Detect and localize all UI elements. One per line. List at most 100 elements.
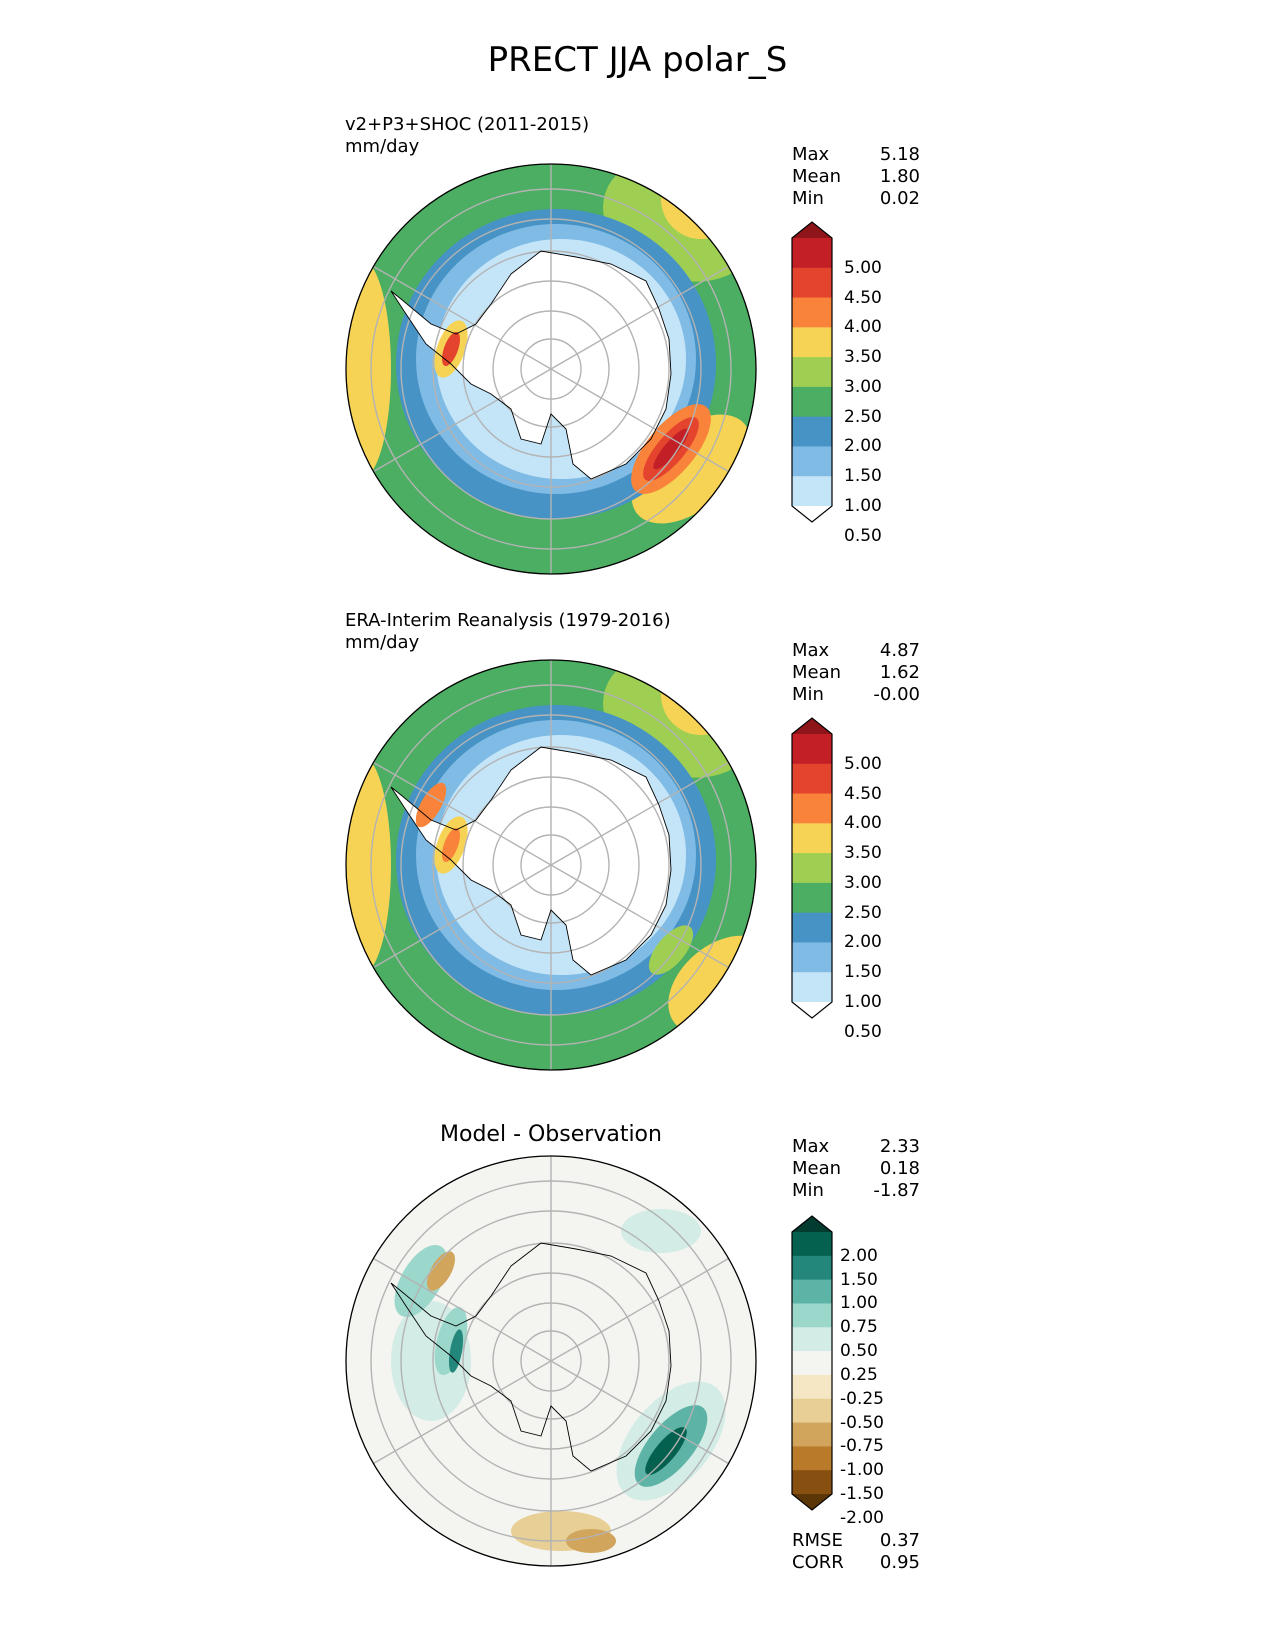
panel-1-title-line1: v2+P3+SHOC (2011-2015) (345, 114, 590, 135)
colorbar-segment (792, 1374, 832, 1400)
colorbar-segment (792, 1279, 832, 1304)
field-region (346, 259, 391, 479)
panel-2-title: ERA-Interim Reanalysis (1979-2016) mm/da… (345, 610, 671, 654)
colorbar-tick-label: 0.50 (840, 1341, 878, 1362)
colorbar-tick-label: 0.75 (840, 1317, 878, 1338)
panel-2-polar-map (345, 659, 757, 1071)
map-boundary (345, 659, 757, 1071)
stat-value: 1.62 (879, 662, 920, 683)
map-field (346, 164, 756, 574)
field-region (441, 827, 461, 863)
colorbar-segment (792, 1470, 832, 1495)
colorbar-tick-label: 4.00 (844, 813, 882, 834)
panel-2-colorbar (791, 717, 833, 1019)
field-region (415, 782, 447, 828)
colorbar-segment (792, 1351, 832, 1376)
colorbar-tick-label: 0.50 (844, 1021, 882, 1042)
field-region (566, 1529, 616, 1553)
stat-label: Mean (792, 1158, 842, 1179)
stat-label: Min (792, 684, 824, 705)
colorbar-segment (792, 327, 832, 358)
stat-value: 1.80 (879, 166, 920, 187)
field-region (441, 331, 461, 367)
field-region (661, 164, 741, 239)
colorbar-segment (792, 1422, 832, 1447)
corr-value: 0.95 (879, 1552, 920, 1573)
colorbar-segment (792, 1255, 832, 1281)
meridian-line (550, 265, 729, 370)
colorbar-tick-label: 4.50 (844, 783, 882, 804)
coastline (390, 746, 672, 976)
colorbar-outline (791, 221, 833, 523)
stat-value: 4.87 (879, 640, 920, 661)
meridian-line (373, 368, 552, 473)
colorbar-segment (792, 853, 832, 884)
colorbar-tick-label: 4.50 (844, 287, 882, 308)
field-region (346, 755, 391, 975)
colorbar-tick-label: 3.50 (844, 843, 882, 864)
colorbar-tick-label: 1.00 (840, 1293, 878, 1314)
colorbar-tick-label: -1.50 (840, 1484, 884, 1504)
colorbar-tick-label: 0.50 (844, 525, 882, 546)
colorbar-segment (792, 882, 832, 914)
colorbar-segment (792, 734, 832, 765)
panel-1-polar-map (345, 163, 757, 575)
colorbar-segment (792, 267, 832, 299)
rmse-value: 0.37 (879, 1530, 920, 1551)
meridian-line (373, 864, 552, 969)
colorbar-tick-label: -2.00 (840, 1507, 884, 1528)
colorbar-tick-label: 2.00 (840, 1245, 878, 1266)
colorbar-segment (792, 1232, 832, 1257)
stat-value: 5.18 (879, 144, 920, 165)
panel-2-stats: Max 4.87 Mean 1.62 Min -0.00 (792, 640, 920, 706)
colorbar-tick-label: 1.00 (844, 992, 882, 1012)
field-region (394, 1244, 448, 1318)
stat-label: Max (792, 144, 830, 165)
meridian-line (373, 761, 552, 866)
colorbar-segment (792, 763, 832, 795)
panel-1-colorbar (791, 221, 833, 523)
field-region (448, 1329, 464, 1373)
colorbar-extend-min (792, 1002, 832, 1018)
colorbar-tick-label: 2.00 (844, 436, 882, 457)
panel-3-error-stats: RMSE 0.37 CORR 0.95 (792, 1530, 920, 1574)
colorbar-tick-label: 3.00 (844, 872, 882, 893)
colorbar-segment (792, 476, 832, 507)
panel-2-units: mm/day (345, 632, 420, 653)
colorbar-segment (792, 912, 832, 943)
stat-label: Mean (792, 662, 842, 683)
panel-3-polar-map (345, 1155, 757, 1567)
meridian-line (550, 1360, 729, 1465)
colorbar-tick-label: 5.00 (844, 753, 882, 774)
colorbar-segment (792, 1446, 832, 1471)
colorbar-tick-label: -0.50 (840, 1412, 884, 1433)
colorbar-segment (792, 386, 832, 418)
stat-label: Max (792, 640, 830, 661)
panel-3-stats: Max 2.33 Mean 0.18 Min -1.87 (792, 1136, 920, 1202)
panel-2-title-line1: ERA-Interim Reanalysis (1979-2016) (345, 610, 671, 631)
colorbar-tick-label: 4.00 (844, 317, 882, 338)
stat-value: 0.02 (879, 188, 920, 209)
colorbar-extend-min (792, 1494, 832, 1510)
colorbar-outline (791, 1215, 833, 1511)
colorbar-tick-label: 0.25 (840, 1364, 878, 1385)
colorbar-segment (792, 446, 832, 477)
colorbar-tick-label: 1.00 (844, 496, 882, 516)
coastline (390, 250, 672, 480)
colorbar-segment (792, 416, 832, 447)
panel-1-stats: Max 5.18 Mean 1.80 Min 0.02 (792, 144, 920, 210)
panel-1-title: v2+P3+SHOC (2011-2015) mm/day (345, 114, 589, 158)
colorbar-tick-label: 2.00 (844, 932, 882, 953)
colorbar-tick-label: 2.50 (844, 902, 882, 923)
colorbar-segment (792, 1398, 832, 1424)
field-region (645, 1427, 687, 1475)
panel-3-colorbar (791, 1215, 833, 1511)
meridian-line (373, 265, 552, 370)
colorbar-segment (792, 238, 832, 269)
map-boundary (345, 1155, 757, 1567)
colorbar-tick-label: 2.50 (844, 406, 882, 427)
stat-value: -1.87 (873, 1180, 920, 1201)
colorbar-tick-label: 1.50 (844, 466, 882, 487)
colorbar-tick-label: 3.50 (844, 347, 882, 368)
meridian-line (550, 761, 729, 866)
